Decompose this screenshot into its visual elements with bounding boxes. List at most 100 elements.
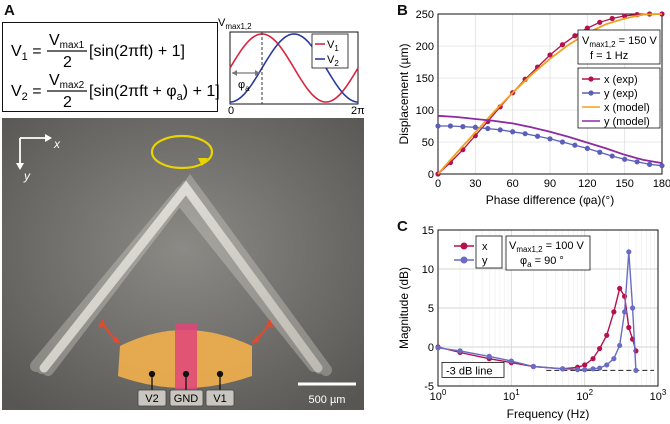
data-point: [617, 342, 623, 349]
data-point: [497, 127, 503, 133]
y-tick-label: 0: [428, 342, 434, 354]
data-point: [646, 161, 653, 167]
data-point: [485, 125, 491, 132]
data-point: [435, 123, 441, 129]
data-point: [622, 156, 628, 162]
y-tick-label: 150: [416, 73, 434, 85]
data-point: [457, 348, 463, 354]
chart-c: 100 101 102 103 -5 0 5 10 15 Frequency (Hz) Magnit…: [397, 225, 667, 421]
data-point: [486, 353, 492, 359]
data-point: [617, 285, 623, 292]
signal-plot: Vmax1,2 φa 0 2π V1 V2: [218, 17, 365, 117]
y-tick-label: 100: [416, 105, 434, 117]
data-point: [629, 305, 636, 311]
data-point: [547, 52, 553, 58]
y-axis-label: Magnitude (dB): [397, 267, 411, 349]
x-tick-label: 30: [469, 178, 481, 190]
y-tick-label: 250: [416, 9, 434, 21]
y-tick-label: 10: [422, 264, 434, 276]
svg-text:[sin(2πft) + 1]: [sin(2πft) + 1]: [89, 43, 185, 60]
data-point: [659, 11, 665, 17]
x-tick-label: 103: [650, 388, 667, 403]
svg-text:2: 2: [63, 94, 72, 111]
legend-label: y (model): [604, 116, 650, 128]
data-point: [611, 309, 617, 315]
x-tick-label: 150: [615, 178, 633, 190]
equations: V1 = Vmax1 2 [sin(2πft) + 1] V2 = Vmax2 …: [11, 32, 220, 111]
actuator-arms: [39, 180, 323, 373]
data-point: [534, 133, 541, 139]
legend-marker: [460, 242, 468, 250]
chart-b: 0 30 60 90 120 150 180 0 50 100 150 200 250 Phase dif…: [397, 9, 670, 207]
series-line-3: [437, 114, 663, 164]
info-box: [577, 29, 661, 65]
y-tick-label: 15: [422, 225, 434, 237]
svg-text:[sin(2πft + φa) + 1]: [sin(2πft + φa) + 1]: [89, 83, 219, 103]
svg-text:Vmax1: Vmax1: [49, 32, 85, 51]
svg-text:2: 2: [63, 54, 72, 71]
info-line-1: Vmax1,2 = 100 V: [509, 240, 585, 254]
panel-a-letter: A: [4, 2, 15, 19]
data-point: [590, 356, 596, 362]
data-point: [572, 33, 578, 39]
svg-text:V2 =: V2 =: [11, 83, 42, 103]
x-tick-label: 101: [503, 388, 520, 403]
legend-label: y: [482, 255, 488, 267]
data-point: [435, 345, 441, 351]
x-tick-label: 0: [435, 178, 441, 190]
x-tick-label: 100: [430, 388, 447, 403]
info-line-1: Vmax1,2 = 150 V: [582, 35, 658, 49]
data-point: [522, 131, 528, 137]
equation-box: V1 = Vmax1 2 [sin(2πft) + 1] V2 = Vmax2 …: [2, 22, 220, 112]
data-point: [611, 356, 617, 362]
data-point: [590, 366, 596, 372]
data-point: [584, 145, 590, 151]
legend-label: x (exp): [604, 74, 638, 86]
data-point: [659, 163, 665, 169]
data-point: [582, 367, 588, 373]
x-axis-label: Frequency (Hz): [507, 407, 590, 421]
y-tick-label: 50: [422, 137, 434, 149]
data-point: [597, 365, 603, 371]
y-tick-label: 5: [428, 303, 434, 315]
data-point: [559, 42, 566, 48]
electrode-label-v1: V1: [213, 393, 226, 405]
x-tick-label: 120: [578, 178, 596, 190]
minus-3db-box: [441, 361, 505, 378]
data-point: [597, 19, 603, 25]
phase-label: φa: [238, 79, 250, 93]
svg-text:Vmax2: Vmax2: [49, 72, 85, 91]
y-tick-label: 200: [416, 41, 434, 53]
v2-wave: [229, 33, 359, 103]
data-point: [574, 367, 581, 373]
data-point: [609, 153, 615, 159]
v1-wave: [229, 33, 359, 103]
info-line-2: φa = 90 °: [520, 255, 564, 269]
x-tick-label: 90: [544, 178, 556, 190]
axis-x-label: x: [53, 137, 61, 151]
data-point: [621, 309, 628, 315]
data-point: [626, 324, 632, 331]
electrode-label-gnd: GND: [174, 393, 199, 405]
electrode-label-v2: V2: [145, 393, 158, 405]
data-point: [584, 25, 590, 31]
signal-x-end: 2π: [351, 105, 365, 117]
data-point: [572, 142, 578, 148]
legend-marker: [460, 256, 468, 264]
scale-bar-label: 500 µm: [309, 394, 346, 406]
legend-label: y (exp): [604, 88, 638, 100]
data-point: [559, 366, 566, 372]
signal-legend: [311, 33, 349, 69]
data-point: [547, 136, 553, 142]
data-point: [626, 249, 632, 255]
signal-ylabel: Vmax1,2: [218, 17, 252, 31]
legend-marker: [588, 90, 594, 96]
legend-v1: V1: [327, 39, 339, 53]
data-point: [633, 367, 639, 373]
data-point: [530, 363, 537, 370]
data-point: [447, 123, 454, 129]
data-point: [604, 332, 610, 338]
info-line-2: f = 1 Hz: [590, 50, 628, 62]
xy-axes: [16, 134, 52, 170]
data-point: [508, 358, 514, 364]
